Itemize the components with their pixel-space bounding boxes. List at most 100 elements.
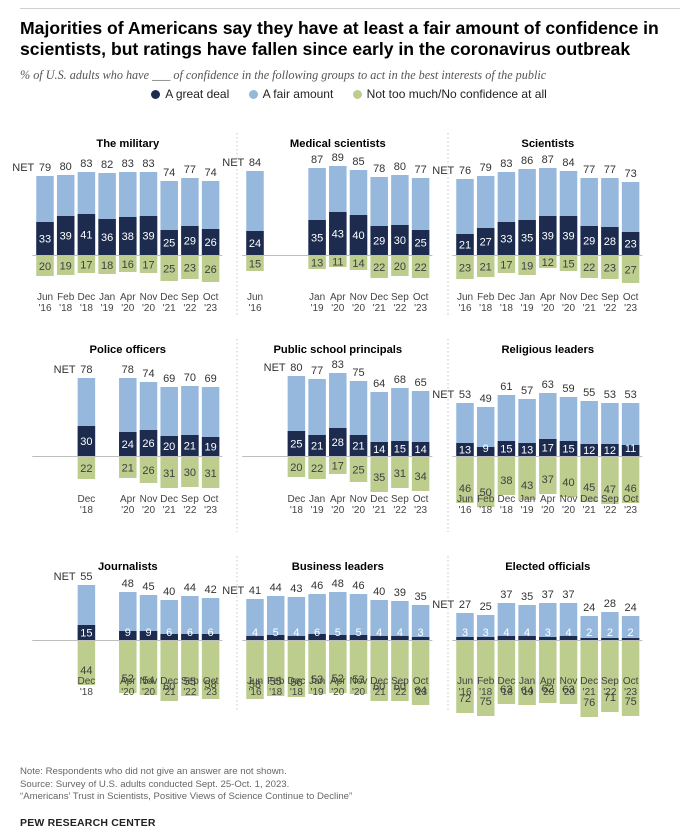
label-net-value: 28: [604, 598, 616, 610]
bar-not-too-much: [621, 641, 640, 716]
bar-not-too-much: [246, 641, 264, 699]
tick-month: Oct: [623, 676, 639, 687]
tick-month: Sep: [601, 676, 619, 687]
tick-year: '20: [331, 505, 344, 516]
bar-not-too-much: [456, 457, 474, 503]
tick-year: '18: [290, 505, 303, 516]
tick-month: Sep: [391, 494, 409, 505]
bar-great-deal: [246, 231, 264, 255]
label-great-deal: 12: [604, 445, 616, 457]
bar-not-too-much: [349, 256, 368, 270]
bar-great-deal: [497, 222, 516, 255]
label-not-too-much: 14: [352, 258, 364, 270]
tick-month: Dec: [498, 676, 516, 687]
bar-great-deal: [36, 222, 54, 255]
label-not-too-much: 56: [290, 677, 302, 689]
bar-fair-amount: [391, 388, 409, 456]
label-net-value: 57: [521, 385, 533, 397]
panel-title-public-school-principals: Public school principals: [273, 344, 402, 356]
tick-year: '23: [414, 687, 427, 698]
bar-great-deal: [329, 635, 347, 640]
tick-month: Dec: [78, 292, 96, 303]
label-net-value: 24: [583, 602, 595, 614]
tick-month: Oct: [203, 292, 219, 303]
tick-month: Apr: [330, 494, 346, 505]
tick-year: '18: [80, 687, 93, 698]
tick-year: '22: [393, 505, 406, 516]
tick-month: Apr: [120, 676, 136, 687]
bar-not-too-much: [580, 256, 598, 278]
bar-great-deal: [160, 634, 178, 640]
label-net-value: 37: [500, 589, 512, 601]
label-not-too-much: 20: [290, 462, 302, 474]
tick-month: Jan: [309, 292, 325, 303]
tick-month: Jan: [519, 676, 535, 687]
label-great-deal: 9: [125, 627, 131, 639]
label-not-too-much: 75: [624, 696, 636, 708]
bar-great-deal: [391, 636, 409, 640]
label-not-too-much: 23: [604, 263, 616, 275]
label-net-value: 63: [542, 379, 554, 391]
tick-year: '20: [352, 505, 365, 516]
bar-not-too-much: [77, 256, 96, 273]
bar-not-too-much: [370, 641, 388, 701]
tick-year: '20: [121, 303, 134, 314]
tick-year: '18: [479, 303, 492, 314]
label-not-too-much: 38: [500, 475, 512, 487]
label-net-value: 41: [249, 585, 261, 597]
bar-great-deal: [77, 625, 96, 640]
label-net-value: 80: [290, 362, 302, 374]
label-net-value: 78: [122, 364, 134, 376]
label-not-too-much: 64: [414, 685, 426, 697]
panel-title-elected-officials: Elected officials: [505, 561, 590, 573]
label-not-too-much: 31: [394, 468, 406, 480]
net-label: NET: [432, 389, 454, 401]
tick-year: '18: [59, 303, 72, 314]
tick-year: '20: [331, 687, 344, 698]
tick-month: Dec: [580, 494, 598, 505]
bar-fair-amount: [539, 603, 557, 640]
label-net-value: 87: [311, 154, 323, 166]
tick-month: Nov: [560, 292, 578, 303]
tick-month: Dec: [78, 676, 96, 687]
label-net-value: 40: [163, 586, 175, 598]
tick-year: '18: [500, 687, 513, 698]
bar-not-too-much: [246, 256, 264, 271]
tick-month: Apr: [330, 292, 346, 303]
label-net-value: 59: [562, 383, 574, 395]
tick-month: Apr: [120, 494, 136, 505]
bar-great-deal: [411, 637, 430, 640]
tick-month: Apr: [120, 292, 136, 303]
bar-great-deal: [476, 637, 495, 640]
label-great-deal: 4: [565, 627, 571, 639]
tick-year: '20: [331, 303, 344, 314]
tick-month: Jun: [247, 676, 263, 687]
label-not-too-much: 72: [459, 693, 471, 705]
tick-year: '18: [479, 687, 492, 698]
bar-not-too-much: [456, 641, 474, 713]
bar-not-too-much: [539, 457, 557, 494]
label-not-too-much: 17: [142, 260, 154, 272]
label-great-deal: 17: [542, 443, 554, 455]
label-great-deal: 30: [394, 235, 406, 247]
tick-month: Dec: [370, 494, 388, 505]
net-label: NET: [264, 362, 286, 374]
bar-fair-amount: [601, 403, 619, 456]
label-great-deal: 23: [624, 239, 636, 251]
bar-great-deal: [349, 435, 368, 456]
tick-year: '20: [352, 303, 365, 314]
bar-not-too-much: [476, 457, 495, 507]
tick-year: '16: [458, 303, 471, 314]
bar-fair-amount: [370, 600, 388, 640]
bar-not-too-much: [119, 256, 137, 272]
bar-great-deal: [308, 220, 326, 255]
label-net-value: 42: [204, 584, 216, 596]
bar-not-too-much: [621, 256, 640, 283]
tick-month: Nov: [140, 676, 158, 687]
bar-fair-amount: [329, 592, 347, 640]
label-great-deal: 30: [80, 436, 92, 448]
tick-year: '18: [500, 303, 513, 314]
label-net-value: 48: [122, 578, 134, 590]
bar-not-too-much: [139, 256, 158, 273]
label-net-value: 61: [500, 381, 512, 393]
